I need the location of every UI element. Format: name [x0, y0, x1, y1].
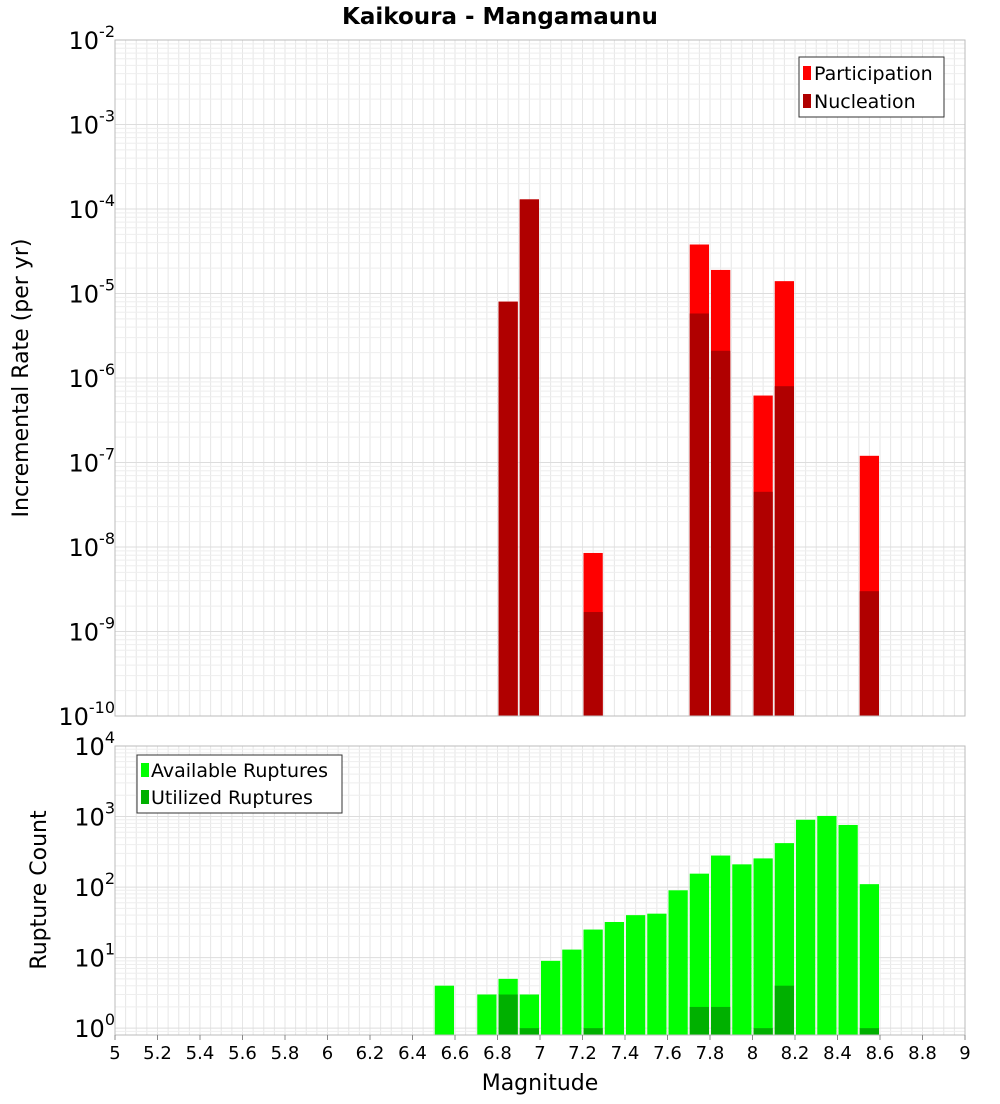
top-bar: [753, 491, 773, 716]
x-tick-label: 6.4: [398, 1043, 427, 1064]
bottom-bar: [434, 985, 454, 1035]
bottom-bar: [519, 994, 539, 1035]
x-tick-label: 6: [322, 1043, 333, 1064]
bottom-bar: [477, 994, 497, 1035]
bottom-bar: [753, 858, 773, 1035]
top-legend-swatch: [803, 94, 811, 108]
bottom-bar: [583, 929, 603, 1035]
x-tick-label: 7.4: [611, 1043, 640, 1064]
top-y-tick-label: 10-10: [58, 698, 115, 731]
bottom-bar: [541, 960, 561, 1035]
top-y-tick-label: 10-3: [69, 107, 116, 140]
x-tick-label: 8.6: [866, 1043, 895, 1064]
x-tick-label: 5: [109, 1043, 120, 1064]
top-legend-box: [798, 56, 945, 118]
bottom-bar: [689, 873, 709, 1035]
top-bar: [519, 199, 539, 717]
bottom-bar: [647, 913, 667, 1035]
x-tick-label: 8.8: [908, 1043, 937, 1064]
bottom-bar: [519, 1028, 539, 1035]
bottom-bar: [562, 949, 582, 1035]
bottom-bar: [711, 1006, 731, 1035]
top-bar: [498, 301, 518, 716]
bottom-y-tick-label: 103: [74, 799, 115, 832]
x-tick-label: 5.4: [186, 1043, 215, 1064]
bottom-bar: [604, 921, 624, 1035]
top-y-tick-label: 10-4: [69, 191, 116, 224]
bottom-bar: [498, 994, 518, 1035]
bottom-bar: [711, 855, 731, 1035]
bottom-y-tick-label: 100: [74, 1010, 115, 1043]
bottom-bar: [796, 819, 816, 1035]
bottom-legend-label: Available Ruptures: [151, 760, 328, 782]
bottom-legend-swatch: [141, 790, 149, 804]
top-y-tick-label: 10-7: [69, 445, 116, 478]
bottom-y-axis-label: Rupture Count: [27, 810, 52, 970]
bottom-legend-box: [136, 754, 343, 814]
bottom-bar: [583, 1028, 603, 1035]
top-y-tick-label: 10-9: [69, 614, 116, 647]
bottom-bar: [626, 915, 646, 1035]
bottom-y-tick-label: 102: [74, 869, 115, 902]
top-legend: Participation Nucleation: [798, 56, 945, 118]
x-tick-label: 5.8: [271, 1043, 300, 1064]
bottom-bar: [859, 1028, 879, 1035]
top-plot-frame: [114, 39, 966, 717]
top-bar: [859, 591, 879, 716]
top-y-tick-label: 10-6: [69, 360, 116, 393]
top-gridlines: [114, 39, 966, 717]
x-tick-label: 6.6: [441, 1043, 470, 1064]
top-series-1: [498, 199, 879, 717]
x-tick-label: 7: [534, 1043, 545, 1064]
x-tick-label: 7.2: [568, 1043, 597, 1064]
bottom-bar: [689, 1006, 709, 1035]
bottom-bar: [774, 985, 794, 1035]
bottom-bar: [732, 864, 752, 1035]
bottom-series-0: [434, 815, 879, 1035]
bottom-legend-label: Utilized Ruptures: [151, 787, 313, 809]
x-tick-label: 8.2: [781, 1043, 810, 1064]
x-tick-label: 6.8: [483, 1043, 512, 1064]
bottom-series-1: [498, 985, 879, 1035]
bottom-legend-swatch: [141, 763, 149, 777]
x-tick-label: 5.6: [228, 1043, 257, 1064]
bottom-legend: Available Ruptures Utilized Ruptures: [136, 754, 343, 814]
x-tick-label: 8: [747, 1043, 758, 1064]
bottom-bar: [753, 1028, 773, 1035]
top-y-axis-label: Incremental Rate (per yr): [9, 239, 34, 518]
x-tick-label: 8.4: [823, 1043, 852, 1064]
top-y-tick-label: 10-8: [69, 529, 116, 562]
top-bar: [689, 313, 709, 716]
x-tick-label: 5.2: [143, 1043, 172, 1064]
bottom-bar: [859, 884, 879, 1035]
top-bar: [774, 386, 794, 716]
top-legend-label: Participation: [814, 63, 933, 85]
bottom-bar: [817, 815, 837, 1035]
bottom-bar: [838, 824, 858, 1035]
bottom-y-tick-label: 104: [74, 728, 115, 761]
x-tick-label: 7.6: [653, 1043, 682, 1064]
top-y-tick-label: 10-2: [69, 22, 116, 55]
x-axis-label: Magnitude: [482, 1071, 599, 1096]
x-tick-label: 6.2: [356, 1043, 385, 1064]
top-legend-swatch: [803, 66, 811, 80]
x-tick-label: 9: [959, 1043, 970, 1064]
chart-title: Kaikoura - Mangamaunu: [342, 4, 658, 30]
top-bar: [583, 612, 603, 716]
x-tick-label: 7.8: [696, 1043, 725, 1064]
top-y-tick-label: 10-5: [69, 276, 116, 309]
top-bar: [711, 350, 731, 716]
bottom-bar: [668, 890, 688, 1035]
bottom-y-tick-label: 101: [74, 940, 115, 973]
top-legend-label: Nucleation: [814, 91, 916, 113]
